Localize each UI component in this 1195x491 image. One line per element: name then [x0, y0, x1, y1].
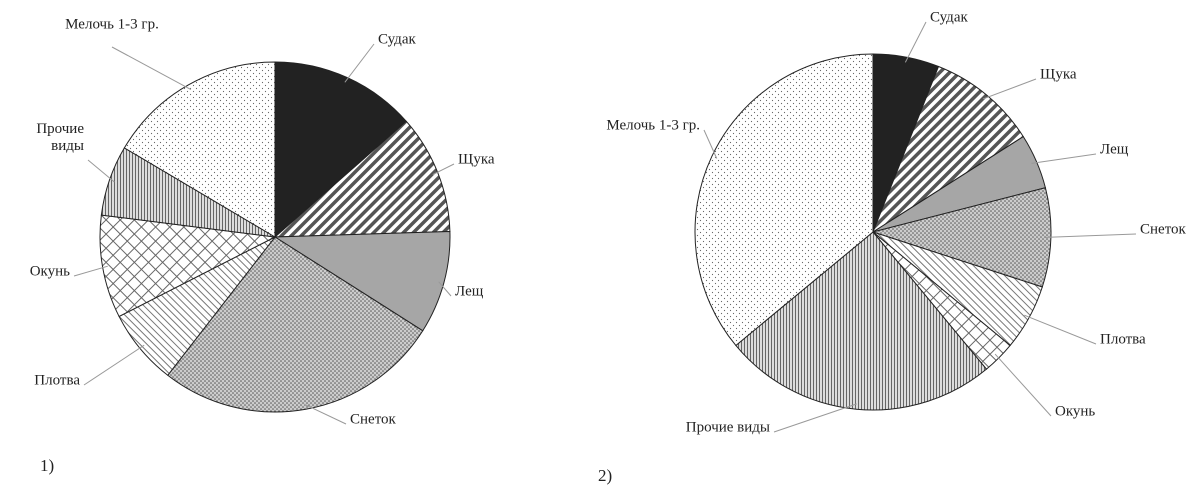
- slice-label: Судак: [930, 9, 968, 26]
- leader-line: [1031, 153, 1097, 164]
- slice-label: Лещ: [455, 283, 484, 300]
- slice-label: Лещ: [1100, 141, 1129, 158]
- leader-line: [904, 21, 927, 63]
- leader-line: [111, 46, 192, 90]
- pie-slice: [274, 61, 407, 239]
- slice-label: Щука: [458, 151, 495, 168]
- leader-line: [344, 43, 375, 83]
- pie-slice: [99, 214, 277, 318]
- slice-label: Щука: [1040, 66, 1077, 83]
- leader-line: [773, 403, 857, 433]
- chart-caption: 1): [40, 456, 55, 475]
- leader-line: [1045, 233, 1137, 238]
- slice-label: Судак: [378, 31, 416, 48]
- slice-label: Плотва: [1100, 331, 1146, 348]
- leader-line: [1024, 314, 1097, 345]
- pie-slice: [167, 236, 424, 413]
- slice-label: Мелочь 1-3 гр.: [606, 117, 700, 134]
- slice-label: Снеток: [350, 411, 396, 428]
- leader-line: [982, 78, 1037, 100]
- slice-label: Снеток: [1140, 221, 1186, 238]
- pie-slice: [694, 53, 874, 347]
- slice-label: Окунь: [1055, 403, 1096, 420]
- slice-label: Окунь: [29, 263, 70, 280]
- leader-line: [438, 281, 452, 297]
- slice-label: Прочие виды: [685, 419, 770, 436]
- leader-line: [432, 163, 455, 175]
- leader-line: [703, 129, 718, 159]
- slice-label: Плотва: [34, 372, 80, 389]
- pie-slice: [735, 231, 988, 411]
- pie-slice: [123, 61, 276, 238]
- slice-label: Мелочь 1-3 гр.: [65, 16, 159, 33]
- leader-line: [73, 265, 108, 277]
- pie-slice: [273, 230, 451, 332]
- chart-caption: 2): [598, 466, 613, 485]
- leader-line: [303, 403, 347, 425]
- leader-line: [994, 353, 1052, 417]
- leader-line: [87, 159, 115, 183]
- pie-slice: [871, 65, 1024, 234]
- slice-label: Прочие виды: [36, 121, 84, 154]
- leader-line: [83, 344, 145, 386]
